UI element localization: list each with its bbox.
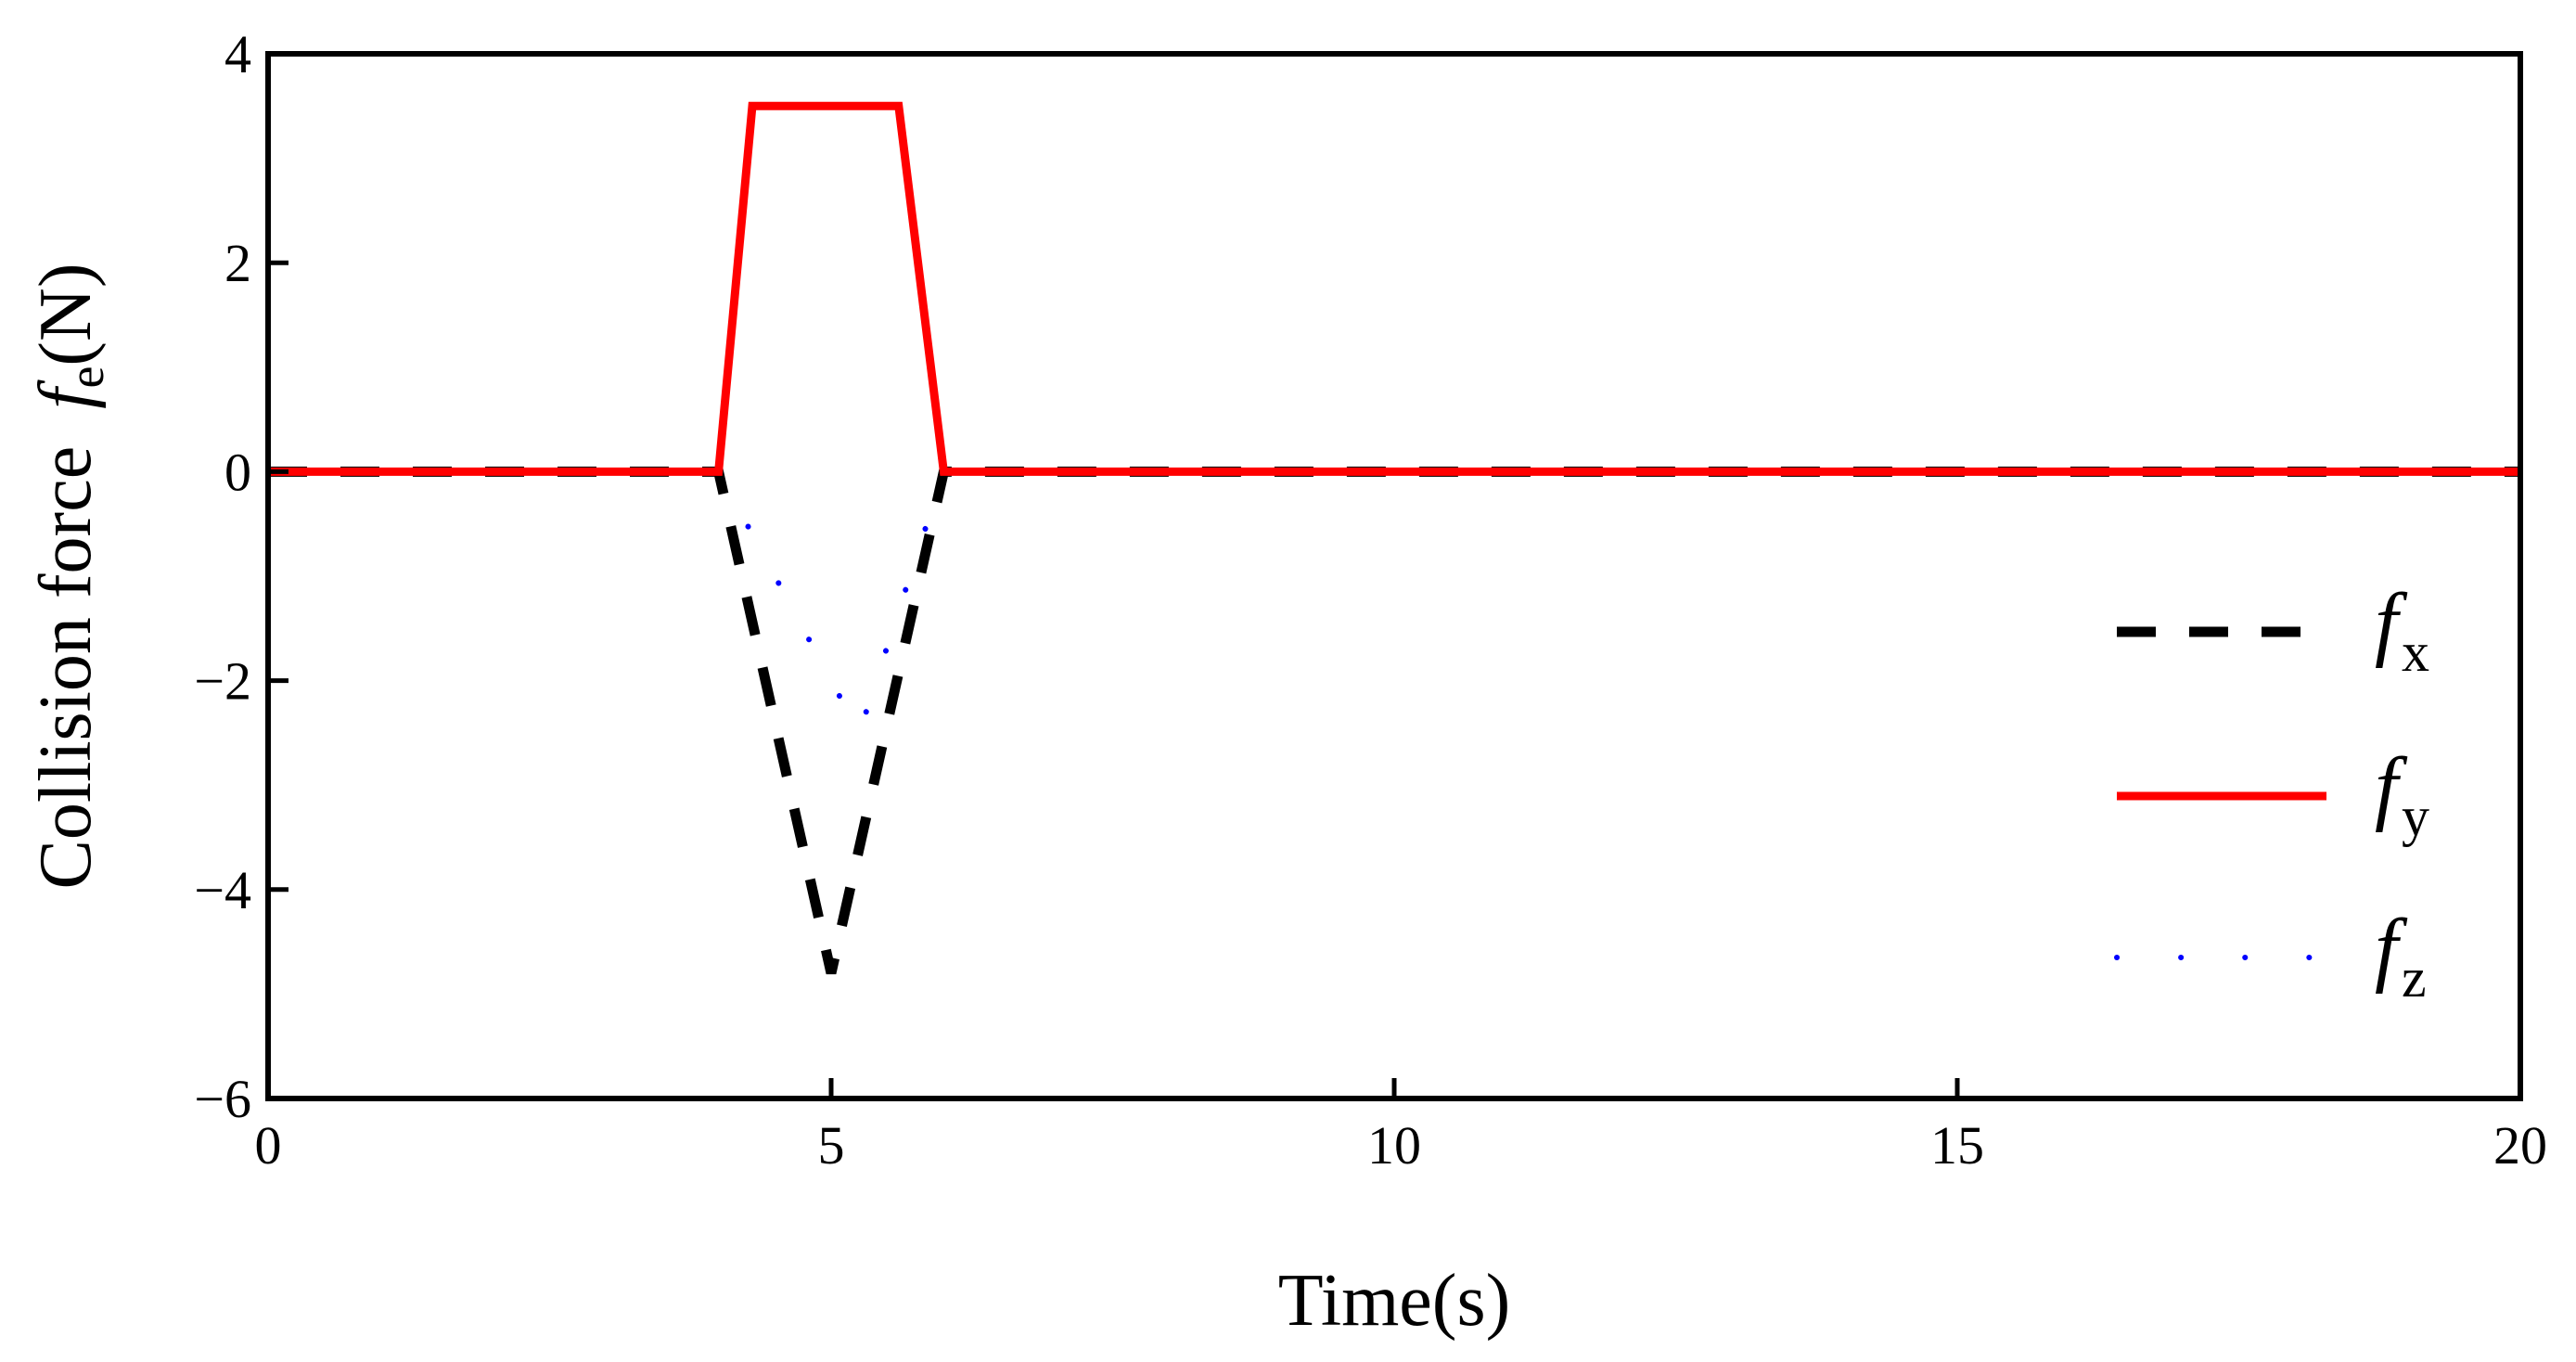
y-tick-label: −4 [194, 860, 251, 920]
plot-lines [265, 101, 2523, 975]
x-tick-label: 15 [1930, 1115, 1984, 1176]
legend-subscript: y [2402, 786, 2429, 847]
legend: fx fy fz [2114, 577, 2429, 1009]
legend-label-x: fx [2375, 577, 2429, 683]
y-tick-label: 0 [224, 442, 251, 502]
series-line-z [265, 469, 2523, 740]
y-tick-label: 2 [224, 233, 251, 293]
y-axis-title-subscript: e [58, 366, 114, 389]
ticks [265, 51, 2523, 1101]
x-tick-label: 20 [2493, 1115, 2547, 1176]
plot-frame [265, 51, 2523, 1101]
y-tick-label: 4 [224, 24, 251, 84]
x-tick-label: 0 [255, 1115, 282, 1176]
y-tick-label: −2 [194, 651, 251, 712]
legend-label-y: fy [2375, 741, 2429, 847]
y-axis-title-prefix: Collision force [25, 446, 107, 890]
series-line-y [268, 101, 2520, 476]
legend-subscript: x [2402, 622, 2429, 683]
legend-label-z: fz [2375, 903, 2427, 1009]
legend-subscript: z [2402, 947, 2427, 1009]
y-axis-title-unit: (N) [25, 263, 107, 366]
x-tick-label: 5 [818, 1115, 845, 1176]
y-tick-label: −6 [194, 1069, 251, 1129]
y-axis-title: Collision forcefe(N) [25, 263, 114, 890]
x-tick-label: 10 [1367, 1115, 1421, 1176]
series-line-x [268, 466, 2520, 975]
x-axis-title: Time(s) [1278, 1260, 1510, 1342]
